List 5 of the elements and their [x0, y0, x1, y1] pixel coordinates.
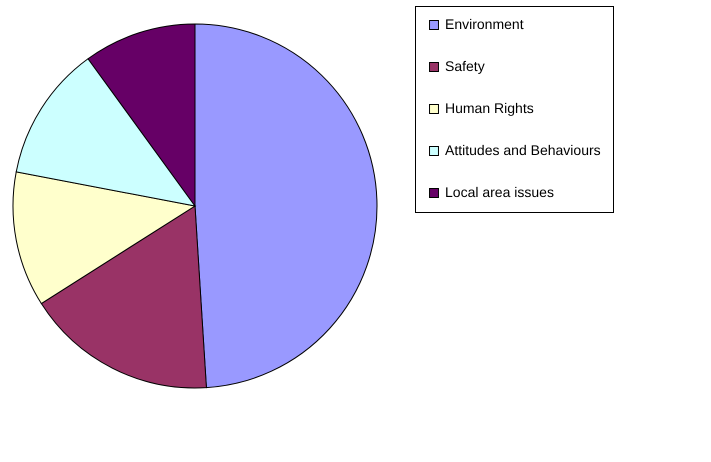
legend-label: Safety — [445, 58, 485, 74]
legend-label: Human Rights — [445, 100, 534, 116]
legend-label: Environment — [445, 16, 524, 32]
legend-label: Local area issues — [445, 184, 554, 200]
legend-label: Attitudes and Behaviours — [445, 142, 601, 158]
